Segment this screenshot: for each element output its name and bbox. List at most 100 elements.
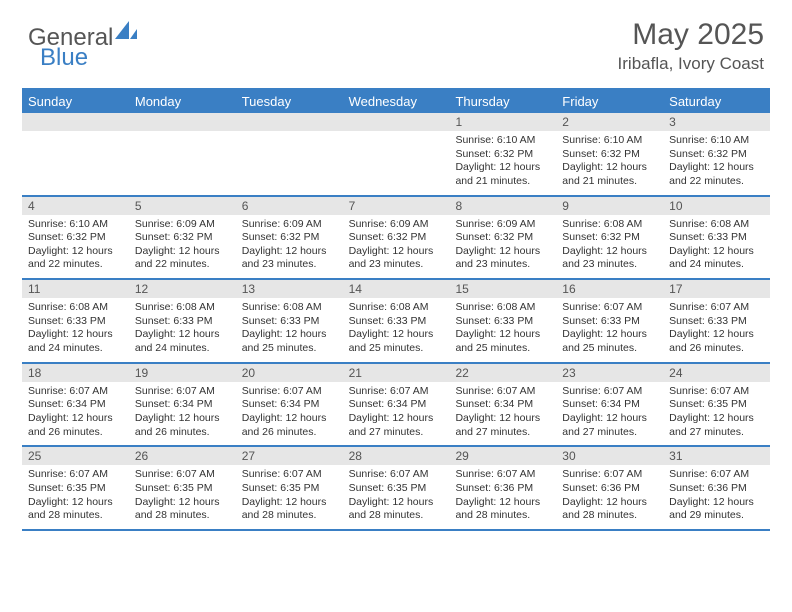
day-header-row: SundayMondayTuesdayWednesdayThursdayFrid… (22, 90, 770, 113)
day-header: Sunday (22, 90, 129, 113)
sunrise-line: Sunrise: 6:10 AM (28, 218, 123, 232)
sunset-line: Sunset: 6:36 PM (562, 482, 657, 496)
daylight-line: Daylight: 12 hours and 25 minutes. (349, 328, 444, 355)
day-cell: Sunrise: 6:08 AMSunset: 6:33 PMDaylight:… (449, 298, 556, 362)
daylight-line: Daylight: 12 hours and 28 minutes. (562, 496, 657, 523)
daylight-line: Daylight: 12 hours and 23 minutes. (562, 245, 657, 272)
day-number: 16 (556, 280, 663, 298)
day-number: 1 (449, 113, 556, 131)
day-cell: Sunrise: 6:07 AMSunset: 6:35 PMDaylight:… (129, 465, 236, 529)
day-cell (343, 131, 450, 195)
sunrise-line: Sunrise: 6:10 AM (455, 134, 550, 148)
day-cell: Sunrise: 6:09 AMSunset: 6:32 PMDaylight:… (129, 215, 236, 279)
daynum-strip: 11121314151617 (22, 280, 770, 298)
week-row: 123Sunrise: 6:10 AMSunset: 6:32 PMDaylig… (22, 113, 770, 197)
day-cell: Sunrise: 6:09 AMSunset: 6:32 PMDaylight:… (343, 215, 450, 279)
daylight-line: Daylight: 12 hours and 28 minutes. (349, 496, 444, 523)
sunrise-line: Sunrise: 6:10 AM (669, 134, 764, 148)
day-cell (129, 131, 236, 195)
daynum-strip: 25262728293031 (22, 447, 770, 465)
sunrise-line: Sunrise: 6:07 AM (349, 385, 444, 399)
sunrise-line: Sunrise: 6:07 AM (455, 468, 550, 482)
daylight-line: Daylight: 12 hours and 27 minutes. (669, 412, 764, 439)
sunset-line: Sunset: 6:32 PM (349, 231, 444, 245)
day-header: Monday (129, 90, 236, 113)
sunrise-line: Sunrise: 6:08 AM (669, 218, 764, 232)
sunset-line: Sunset: 6:32 PM (455, 231, 550, 245)
day-cell: Sunrise: 6:07 AMSunset: 6:34 PMDaylight:… (556, 382, 663, 446)
sunset-line: Sunset: 6:36 PM (669, 482, 764, 496)
daylight-line: Daylight: 12 hours and 21 minutes. (455, 161, 550, 188)
content-strip: Sunrise: 6:08 AMSunset: 6:33 PMDaylight:… (22, 298, 770, 362)
day-cell: Sunrise: 6:08 AMSunset: 6:33 PMDaylight:… (129, 298, 236, 362)
sunset-line: Sunset: 6:35 PM (669, 398, 764, 412)
calendar-table: SundayMondayTuesdayWednesdayThursdayFrid… (22, 88, 770, 531)
day-cell: Sunrise: 6:07 AMSunset: 6:36 PMDaylight:… (556, 465, 663, 529)
day-header: Saturday (663, 90, 770, 113)
day-number: 30 (556, 447, 663, 465)
daylight-line: Daylight: 12 hours and 28 minutes. (242, 496, 337, 523)
sunset-line: Sunset: 6:33 PM (28, 315, 123, 329)
day-cell: Sunrise: 6:08 AMSunset: 6:33 PMDaylight:… (343, 298, 450, 362)
sunrise-line: Sunrise: 6:09 AM (349, 218, 444, 232)
daylight-line: Daylight: 12 hours and 27 minutes. (455, 412, 550, 439)
day-number: 15 (449, 280, 556, 298)
day-cell: Sunrise: 6:07 AMSunset: 6:34 PMDaylight:… (449, 382, 556, 446)
daylight-line: Daylight: 12 hours and 28 minutes. (455, 496, 550, 523)
sunrise-line: Sunrise: 6:08 AM (562, 218, 657, 232)
daylight-line: Daylight: 12 hours and 27 minutes. (562, 412, 657, 439)
sunrise-line: Sunrise: 6:07 AM (242, 468, 337, 482)
daylight-line: Daylight: 12 hours and 28 minutes. (135, 496, 230, 523)
day-cell: Sunrise: 6:07 AMSunset: 6:33 PMDaylight:… (663, 298, 770, 362)
daylight-line: Daylight: 12 hours and 22 minutes. (28, 245, 123, 272)
day-number: 10 (663, 197, 770, 215)
day-number: 20 (236, 364, 343, 382)
daylight-line: Daylight: 12 hours and 23 minutes. (349, 245, 444, 272)
day-cell: Sunrise: 6:07 AMSunset: 6:34 PMDaylight:… (129, 382, 236, 446)
day-number: 22 (449, 364, 556, 382)
day-cell: Sunrise: 6:07 AMSunset: 6:34 PMDaylight:… (22, 382, 129, 446)
daylight-line: Daylight: 12 hours and 22 minutes. (135, 245, 230, 272)
content-strip: Sunrise: 6:07 AMSunset: 6:35 PMDaylight:… (22, 465, 770, 529)
day-number: 11 (22, 280, 129, 298)
week-row: 11121314151617Sunrise: 6:08 AMSunset: 6:… (22, 280, 770, 364)
sunrise-line: Sunrise: 6:07 AM (562, 468, 657, 482)
sunset-line: Sunset: 6:36 PM (455, 482, 550, 496)
daylight-line: Daylight: 12 hours and 22 minutes. (669, 161, 764, 188)
day-number: 8 (449, 197, 556, 215)
day-cell: Sunrise: 6:07 AMSunset: 6:36 PMDaylight:… (663, 465, 770, 529)
day-cell: Sunrise: 6:07 AMSunset: 6:35 PMDaylight:… (343, 465, 450, 529)
day-number (22, 113, 129, 131)
day-cell: Sunrise: 6:07 AMSunset: 6:33 PMDaylight:… (556, 298, 663, 362)
title-block: May 2025 Iribafla, Ivory Coast (618, 18, 764, 74)
sunset-line: Sunset: 6:34 PM (242, 398, 337, 412)
content-strip: Sunrise: 6:07 AMSunset: 6:34 PMDaylight:… (22, 382, 770, 446)
sunrise-line: Sunrise: 6:07 AM (28, 468, 123, 482)
sunrise-line: Sunrise: 6:07 AM (242, 385, 337, 399)
daylight-line: Daylight: 12 hours and 26 minutes. (242, 412, 337, 439)
day-number: 4 (22, 197, 129, 215)
sunset-line: Sunset: 6:33 PM (135, 315, 230, 329)
day-header: Wednesday (343, 90, 450, 113)
sunrise-line: Sunrise: 6:08 AM (135, 301, 230, 315)
sunrise-line: Sunrise: 6:07 AM (349, 468, 444, 482)
day-number: 18 (22, 364, 129, 382)
day-number: 31 (663, 447, 770, 465)
sunrise-line: Sunrise: 6:07 AM (455, 385, 550, 399)
daynum-strip: 45678910 (22, 197, 770, 215)
sunset-line: Sunset: 6:33 PM (669, 231, 764, 245)
day-cell: Sunrise: 6:08 AMSunset: 6:33 PMDaylight:… (236, 298, 343, 362)
day-number: 28 (343, 447, 450, 465)
day-number: 17 (663, 280, 770, 298)
day-cell: Sunrise: 6:07 AMSunset: 6:34 PMDaylight:… (236, 382, 343, 446)
day-number: 24 (663, 364, 770, 382)
day-cell: Sunrise: 6:09 AMSunset: 6:32 PMDaylight:… (236, 215, 343, 279)
daylight-line: Daylight: 12 hours and 26 minutes. (28, 412, 123, 439)
sunrise-line: Sunrise: 6:07 AM (669, 468, 764, 482)
daylight-line: Daylight: 12 hours and 26 minutes. (669, 328, 764, 355)
daylight-line: Daylight: 12 hours and 23 minutes. (242, 245, 337, 272)
daynum-strip: 18192021222324 (22, 364, 770, 382)
sunrise-line: Sunrise: 6:07 AM (562, 385, 657, 399)
daynum-strip: 123 (22, 113, 770, 131)
day-header: Thursday (449, 90, 556, 113)
